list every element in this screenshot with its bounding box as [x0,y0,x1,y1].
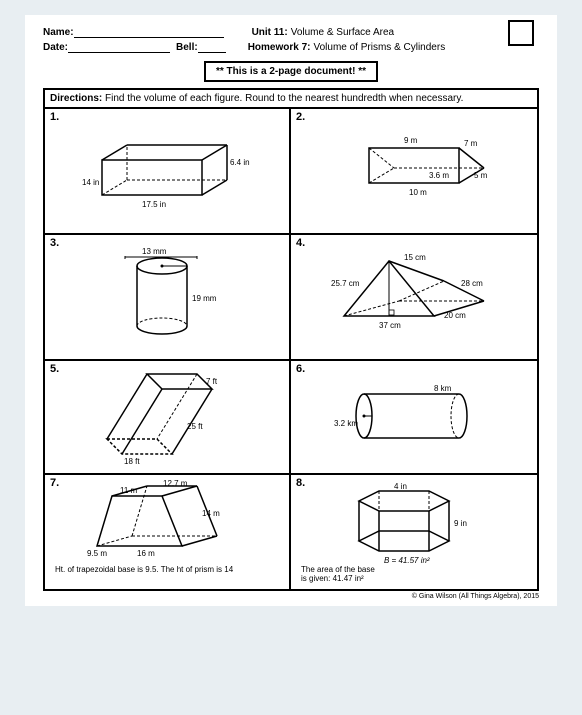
svg-text:16 m: 16 m [137,549,155,558]
banner: ** This is a 2-page document! ** [204,61,378,82]
svg-text:20 cm: 20 cm [444,311,466,320]
problem-1: 1. 14 in 17.5 in 6.4 in [45,109,291,233]
problem-6: 6. 8 km 3.2 km [291,361,537,473]
svg-text:13 mm: 13 mm [142,247,167,256]
header: Name: Unit 11: Volume & Surface Area Dat… [43,27,539,53]
svg-text:25.7 cm: 25.7 cm [331,279,360,288]
svg-text:11 m: 11 m [120,486,138,495]
bell-line[interactable] [198,42,226,53]
svg-text:7 ft: 7 ft [206,377,218,386]
problem-number: 6. [296,363,305,375]
svg-text:6.4 in: 6.4 in [230,158,250,167]
problem-4: 4. 15 cm 28 cm 25.7 cm [291,235,537,359]
svg-text:18 ft: 18 ft [124,457,140,466]
unit-text: Volume & Surface Area [291,27,394,38]
hw-label: Homework 7: [248,42,311,53]
svg-text:37 cm: 37 cm [379,321,401,330]
svg-text:19 mm: 19 mm [192,294,217,303]
problem-5: 5. 7 ft 25 ft 18 ft [45,361,291,473]
triangular-prism-figure: 15 cm 28 cm 25.7 cm 37 cm 20 cm [329,246,499,346]
date-line[interactable] [68,42,170,53]
problem-number: 4. [296,237,305,249]
problem-7: 7. 11 m 12.7 m 14 m [45,475,291,589]
hw-text: Volume of Prisms & Cylinders [313,42,445,53]
svg-text:28 cm: 28 cm [461,279,483,288]
svg-text:B = 41.57 in²: B = 41.57 in² [384,556,430,565]
date-label: Date: [43,42,68,53]
triangular-prism-figure: 9 m 7 m 3.6 m 5 m 10 m [334,128,494,213]
worksheet-table: Directions: Find the volume of each figu… [43,88,539,591]
svg-text:9.5 m: 9.5 m [87,549,107,558]
problem-2: 2. 9 m 7 m 3.6 m 5 m 10 m [291,109,537,233]
directions-label: Directions: [50,93,102,104]
svg-text:3.2 km: 3.2 km [334,419,358,428]
unit-label: Unit 11: [252,27,288,38]
horizontal-cylinder-figure: 8 km 3.2 km [334,381,494,451]
name-label: Name: [43,27,74,38]
copyright: © Gina Wilson (All Things Algebra), 2015 [43,591,539,600]
cylinder-figure: 13 mm 19 mm [107,246,227,346]
rectangular-prism-figure: 14 in 17.5 in 6.4 in [82,130,252,210]
problem-number: 3. [50,237,59,249]
directions-text: Find the volume of each figure. Round to… [105,93,463,104]
problem-8-footnote: The area of the baseis given: 41.47 in² [296,563,532,583]
hexagonal-prism-figure: 4 in 9 in B = 41.57 in² [334,476,494,566]
problem-number: 5. [50,363,59,375]
svg-text:3.6 m: 3.6 m [429,171,449,180]
trapezoidal-prism-figure: 11 m 12.7 m 14 m 16 m 9.5 m [87,476,247,566]
problem-number: 1. [50,111,59,123]
name-line[interactable] [74,27,224,38]
svg-text:17.5 in: 17.5 in [142,200,166,209]
svg-text:4 in: 4 in [394,482,407,491]
svg-text:14 in: 14 in [82,178,99,187]
problem-8: 8. 4 in 9 in B = 41.57 in² [291,475,537,589]
problem-number: 7. [50,477,59,489]
problem-number: 8. [296,477,305,489]
unit-number-box [508,20,534,46]
svg-text:25 ft: 25 ft [187,422,203,431]
svg-text:7 m: 7 m [464,139,478,148]
svg-text:9 in: 9 in [454,519,467,528]
directions-row: Directions: Find the volume of each figu… [45,90,537,109]
svg-text:10 m: 10 m [409,188,427,197]
problem-number: 2. [296,111,305,123]
worksheet-page: Name: Unit 11: Volume & Surface Area Dat… [25,15,557,606]
svg-text:15 cm: 15 cm [404,253,426,262]
svg-text:5 m: 5 m [474,171,488,180]
svg-text:8 km: 8 km [434,384,452,393]
oblique-prism-figure: 7 ft 25 ft 18 ft [92,364,242,469]
problem-7-footnote: Ht. of trapezoidal base is 9.5. The ht o… [50,563,284,574]
problem-3: 3. 13 mm 19 mm [45,235,291,359]
bell-label: Bell: [176,42,198,53]
svg-text:14 m: 14 m [202,509,220,518]
svg-text:12.7 m: 12.7 m [163,479,188,488]
svg-text:9 m: 9 m [404,136,418,145]
